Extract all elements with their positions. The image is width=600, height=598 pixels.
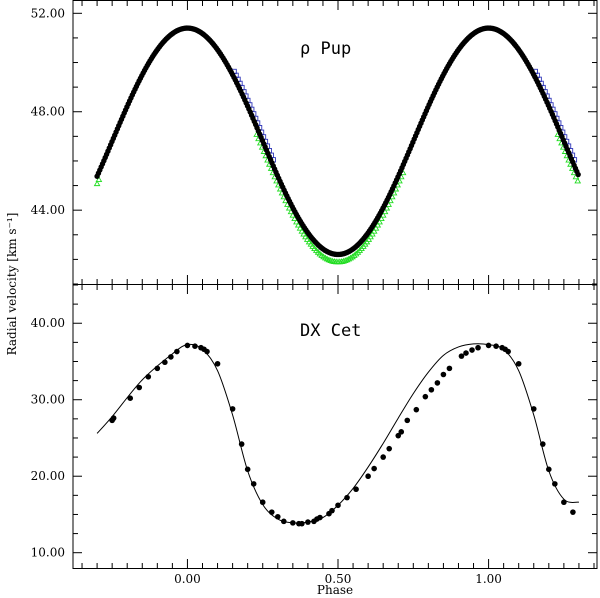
dx-cet-data-point <box>380 454 386 460</box>
x-tick-label: 0.00 <box>174 572 201 586</box>
dx-cet-data-point <box>145 373 152 380</box>
dx-cet-data-point <box>335 502 341 509</box>
bottom-panel-ticks: 10.00 20.00 30.00 40.00 0.00 0.50 1.00 <box>31 284 597 586</box>
dx-cet-data-point <box>168 354 174 360</box>
dx-cet-data-point <box>530 406 537 412</box>
black-point-marker <box>575 171 581 178</box>
dx-cet-data-point <box>259 499 266 506</box>
dx-cet-data-point <box>552 481 558 487</box>
dx-cet-data-point <box>404 417 411 424</box>
dx-cet-data-point <box>546 466 552 473</box>
dx-cet-data-point <box>428 386 435 393</box>
green-triangle-marker <box>303 235 311 242</box>
dx-cet-data-point <box>214 360 221 367</box>
dx-cet-data-point <box>250 481 257 487</box>
green-triangle-marker <box>298 227 306 234</box>
dx-cet-data-point <box>485 342 492 349</box>
dx-cet-data-point <box>371 465 377 472</box>
dx-cet-data-point <box>274 513 281 520</box>
dx-cet-data-point <box>469 347 475 353</box>
dx-cet-data-point <box>174 348 180 355</box>
dx-cet-data-point <box>505 348 511 355</box>
x-axis-title: Phase <box>317 583 353 597</box>
dx-cet-data-point <box>395 432 402 439</box>
dx-cet-data-point <box>204 348 210 355</box>
dx-cet-data-point <box>398 429 405 435</box>
dx-cet-fit-line <box>96 343 580 524</box>
dx-cet-data-point <box>136 384 143 391</box>
green-triangle-marker <box>296 224 304 231</box>
green-triangle-marker <box>354 248 362 255</box>
top-panel-ticks: 44.00 48.00 52.00 <box>31 1 597 285</box>
top-black-point-series <box>94 25 581 258</box>
dx-cet-data-point <box>229 406 236 412</box>
top-y-tick-label: 48.00 <box>31 105 65 119</box>
dx-cet-data-point <box>446 365 453 372</box>
bottom-y-tick-label: 40.00 <box>31 316 65 330</box>
dx-cet-data-point <box>268 509 275 515</box>
dx-cet-data-point <box>329 507 335 514</box>
dx-cet-data-point <box>539 441 546 447</box>
x-tick-label: 0.50 <box>325 572 352 586</box>
bottom-panel-frame <box>72 284 598 569</box>
bottom-data-points <box>109 342 576 527</box>
top-y-tick-label: 52.00 <box>31 6 65 20</box>
dx-cet-data-point <box>305 519 311 525</box>
dx-cet-data-point <box>192 343 198 349</box>
green-triangle-marker <box>368 230 376 237</box>
dx-cet-data-point <box>386 445 393 452</box>
dx-cet-data-point <box>493 343 499 349</box>
green-triangle-marker <box>305 238 313 245</box>
green-triangle-marker <box>302 233 309 240</box>
green-triangle-marker <box>370 227 378 234</box>
dx-cet-data-point <box>422 393 429 400</box>
dx-cet-data-point <box>463 350 469 356</box>
dx-cet-data-point <box>110 415 117 421</box>
dx-cet-data-point <box>561 499 567 506</box>
bottom-y-tick-label: 10.00 <box>31 546 65 560</box>
green-triangle-marker <box>95 176 103 182</box>
dx-cet-data-point <box>238 441 245 447</box>
green-triangle-marker <box>574 177 582 184</box>
green-triangle-marker <box>374 221 382 228</box>
dx-cet-data-point <box>344 494 350 501</box>
dx-cet-data-point <box>244 466 251 473</box>
green-triangle-marker <box>352 250 360 257</box>
dx-cet-data-point <box>162 359 168 366</box>
dx-cet-data-point <box>184 342 191 349</box>
dx-cet-data-point <box>299 520 305 527</box>
dx-cet-data-point <box>434 380 441 386</box>
green-triangle-marker <box>349 253 356 260</box>
green-triangle-marker <box>300 230 308 237</box>
top-blue-square-series <box>231 68 578 163</box>
top-panel-title: ρ Pup <box>300 39 351 59</box>
x-tick-label: 1.00 <box>475 572 502 586</box>
bottom-y-tick-label: 30.00 <box>31 393 65 407</box>
bottom-panel-title: DX Cet <box>300 321 361 341</box>
dx-cet-data-point <box>413 406 420 413</box>
green-triangle-marker <box>350 251 358 258</box>
dx-cet-data-point <box>515 360 522 367</box>
top-green-triangle-series <box>93 131 582 265</box>
dx-cet-data-point <box>365 473 371 480</box>
bottom-y-tick-label: 20.00 <box>31 469 65 483</box>
bottom-fit-curve <box>96 343 580 524</box>
dx-cet-data-point <box>290 520 296 526</box>
top-y-tick-label: 44.00 <box>31 203 65 217</box>
green-triangle-marker <box>367 233 374 240</box>
green-triangle-marker <box>93 180 101 187</box>
dx-cet-data-point <box>127 395 134 402</box>
dx-cet-data-point <box>281 518 287 525</box>
dx-cet-data-point <box>440 371 447 378</box>
dx-cet-data-point <box>154 365 161 372</box>
dx-cet-data-point <box>570 509 576 515</box>
dx-cet-data-point <box>353 486 359 493</box>
dx-cet-data-point <box>458 353 465 359</box>
dx-cet-data-point <box>475 344 481 351</box>
y-axis-title: Radial velocity [km s⁻¹] <box>5 213 19 356</box>
dx-cet-data-point <box>317 514 323 521</box>
